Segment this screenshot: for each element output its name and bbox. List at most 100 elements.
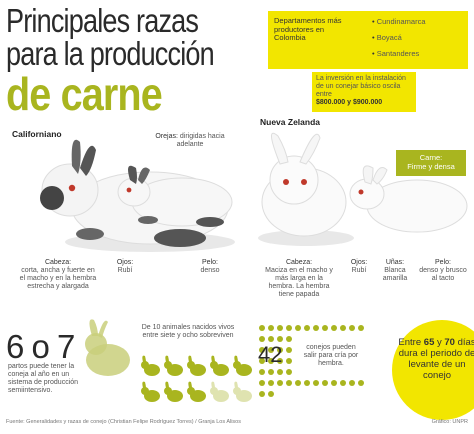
orejas-value: dirigidas hacia adelante (176, 133, 225, 149)
californiano-side-rabbit (117, 165, 233, 227)
kit-dot (295, 380, 301, 386)
orejas-label: Orejas: (155, 133, 178, 140)
ojos-label: Ojos: (116, 259, 134, 266)
carne-value: Firme y densa (407, 162, 455, 171)
kit-dot (286, 325, 292, 331)
survival-rabbit-icon (187, 381, 206, 402)
californiano-pelo-note: Pelo: denso (190, 259, 230, 275)
survival-rabbit-icon (164, 355, 183, 376)
kit-dot (268, 391, 274, 397)
kit-dot (358, 380, 364, 386)
kit-dot (259, 369, 265, 375)
survival-grid (141, 355, 252, 402)
kit-dot (268, 325, 274, 331)
title-line-1: Principales razas (6, 2, 199, 39)
nueva-zelanda-rabbit-illustration (258, 132, 354, 246)
nz-ojos-value: Rubí (351, 267, 367, 275)
fattening-b: 70 (444, 337, 455, 348)
kit-dot (295, 325, 301, 331)
kit-dot (286, 380, 292, 386)
kit-dot (322, 380, 328, 386)
investment-value: $800.000 y $900.000 (316, 99, 383, 107)
kit-dot (322, 325, 328, 331)
nz-ojos-label: Ojos: (350, 259, 368, 266)
survival-rabbit-icon (210, 355, 229, 376)
births-value: 6 o 7 (6, 328, 75, 365)
nz-unas-label: Uñas: (385, 259, 405, 266)
department-item: Cundinamarca (372, 17, 426, 26)
departments-list: Cundinamarca Boyacá Santanderes (372, 17, 426, 65)
survival-rabbit-icon (141, 355, 160, 376)
kit-dot (304, 380, 310, 386)
pelo-label: Pelo: (202, 259, 218, 266)
rabbit-silhouette-icon (85, 319, 130, 376)
kit-dot (286, 336, 292, 342)
kit-dot (286, 358, 292, 364)
department-item: Santanderes (372, 49, 426, 58)
department-item: Boyacá (372, 33, 426, 42)
kit-dot (259, 380, 265, 386)
carne-box: Carne: Firme y densa (396, 150, 466, 176)
kits-text: conejos pueden salir para cría por hembr… (303, 344, 359, 368)
kit-dot (277, 336, 283, 342)
nz-cabeza-note: Cabeza: Maciza en el macho y más larga e… (262, 259, 336, 299)
californiano-label: Californiano (12, 129, 62, 139)
source-footer: Fuente: Generalidades y razas de conejo … (6, 419, 241, 425)
kit-dot (277, 325, 283, 331)
orejas-note: Orejas: dirigidas hacia adelante (150, 133, 230, 149)
kit-dot (277, 380, 283, 386)
fattening-mid: y (437, 337, 442, 348)
nz-unas-note: Uñas: Blanca amarilla (377, 259, 413, 283)
kit-dot (268, 336, 274, 342)
kits-value: 42 (258, 342, 283, 367)
kit-dot (277, 358, 283, 364)
kit-dot (286, 369, 292, 375)
fattening-circle (392, 320, 474, 420)
nz-cabeza-value: Maciza en el macho y más larga en la hem… (265, 267, 333, 299)
survival-rabbit-icon (233, 355, 252, 376)
survival-rabbit-icon (233, 381, 252, 402)
kit-dot (259, 358, 265, 364)
survival-rabbit-icon (164, 381, 183, 402)
fattening-pre: Entre (398, 337, 422, 348)
nz-cabeza-label: Cabeza: (285, 259, 313, 266)
investment-box: La inversión en la instalación de un con… (312, 72, 416, 112)
kits-dots-grid (259, 325, 364, 397)
cabeza-label: Cabeza: (44, 259, 72, 266)
kit-dot (331, 380, 337, 386)
kit-dot (268, 347, 274, 353)
kit-dot (304, 325, 310, 331)
births-text: partos puede tener la coneja al año en u… (8, 363, 79, 395)
kit-dot (277, 369, 283, 375)
kit-dot (340, 380, 346, 386)
survival-text: De 10 animales nacidos vivos entre siete… (141, 324, 235, 340)
kit-dot (313, 380, 319, 386)
nz-ojos-note: Ojos: Rubí (344, 259, 374, 275)
nz-pelo-value: denso y brusco al tacto (419, 267, 467, 283)
kit-dot (259, 347, 265, 353)
survival-rabbit-icon (187, 355, 206, 376)
kit-dot (259, 336, 265, 342)
californiano-cabeza-note: Cabeza: corta, ancha y fuerte en el mach… (18, 259, 98, 291)
kit-dot (331, 325, 337, 331)
californiano-ojos-note: Ojos: Rubí (110, 259, 140, 275)
ojos-value: Rubí (117, 267, 133, 275)
survival-rabbit-icon (210, 381, 229, 402)
fattening-text: Entre 65 y 70 días dura el periodo de le… (398, 337, 474, 382)
kit-dot (313, 325, 319, 331)
carne-label: Carne: (419, 153, 443, 162)
cabeza-value: corta, ancha y fuerte en el macho y en l… (19, 267, 97, 291)
kit-dot (268, 380, 274, 386)
kit-dot (340, 325, 346, 331)
kit-dot (259, 391, 265, 397)
survival-rabbit-icon (141, 381, 160, 402)
nz-unas-value: Blanca amarilla (382, 267, 408, 283)
kit-dot (277, 347, 283, 353)
nz-pelo-label: Pelo: (435, 259, 451, 266)
departments-box: Departamentos más productores en Colombi… (268, 11, 468, 69)
departments-heading: Departamentos más productores en Colombi… (274, 16, 342, 43)
kit-dot (268, 369, 274, 375)
fattening-post: días dura el periodo de levante de un co… (398, 337, 474, 381)
kit-dot (349, 380, 355, 386)
kit-dot (358, 325, 364, 331)
